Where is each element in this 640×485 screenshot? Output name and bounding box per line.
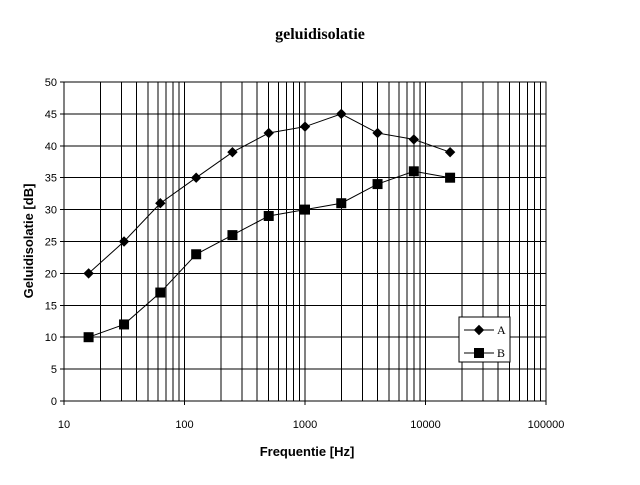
x-axis-label: Frequentie [Hz] — [260, 444, 355, 459]
data-point — [83, 332, 94, 343]
x-tick-label: 1000 — [293, 419, 317, 431]
data-point — [263, 210, 274, 221]
data-point — [372, 179, 383, 190]
data-point — [299, 121, 311, 132]
y-tick-label: 40 — [45, 141, 57, 153]
legend-label: A — [497, 323, 506, 337]
y-tick-label: 5 — [51, 364, 57, 376]
y-tick-label: 20 — [45, 268, 57, 280]
x-tick-label: 10000 — [410, 419, 441, 431]
data-point — [444, 146, 456, 158]
series-a — [83, 108, 456, 279]
y-axis-label: Geluidisolatie [dB] — [21, 184, 36, 299]
chart-title: geluidisolatie — [275, 26, 365, 43]
series-b — [83, 166, 456, 343]
data-point — [372, 127, 383, 139]
legend-box — [458, 316, 511, 363]
series-layer — [83, 108, 456, 343]
data-point — [408, 166, 419, 177]
y-tick-label: 35 — [45, 173, 57, 185]
x-tick-label: 100000 — [528, 419, 565, 431]
y-tick-label: 45 — [45, 109, 57, 121]
legend-marker — [474, 348, 484, 358]
data-point — [191, 249, 202, 260]
data-point — [227, 146, 238, 158]
y-tick-label: 50 — [45, 77, 57, 89]
data-point — [336, 198, 347, 209]
y-tick-label: 25 — [45, 237, 57, 249]
series-line-b — [88, 170, 451, 338]
y-tick-label: 10 — [45, 332, 57, 344]
data-point — [119, 319, 130, 330]
series-line-a — [88, 113, 451, 274]
data-point — [263, 127, 274, 139]
legend-label: B — [497, 346, 505, 360]
data-point — [190, 172, 202, 183]
x-axis-ticks: 10 100 1000 10000 100000 — [58, 401, 564, 431]
y-tick-label: 15 — [45, 300, 57, 312]
legend: AB — [458, 316, 511, 363]
data-point — [83, 268, 94, 279]
data-point — [300, 204, 310, 215]
y-tick-label: 30 — [45, 205, 57, 217]
x-tick-label: 100 — [175, 419, 193, 431]
y-tick-label: 0 — [51, 396, 57, 408]
data-point — [155, 287, 166, 298]
data-point — [227, 230, 238, 241]
legend-items: AB — [464, 323, 506, 360]
data-point — [408, 134, 420, 145]
legend-marker — [473, 324, 485, 336]
data-point — [336, 108, 347, 120]
x-tick-label: 10 — [58, 419, 70, 431]
y-axis-ticks: 0 5 10 15 20 25 30 35 40 45 50 — [45, 77, 64, 408]
data-point — [118, 236, 130, 247]
data-point — [445, 172, 456, 183]
data-point — [155, 198, 166, 209]
